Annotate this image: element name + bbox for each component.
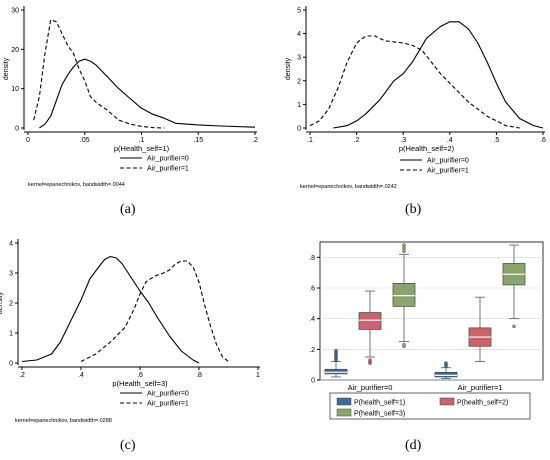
x-tick-label: .1 [307,137,313,144]
box-p-health-self-1--0 [324,368,348,375]
panel-a: 0 10 20 30 0 .05 .1 .15 .2 p(Health_self=1) densit… [0,0,275,230]
legend-label: Air_purifier=1 [147,401,189,408]
panel-b: 0 1 2 3 4 5 .1 .2 .3 .4 .5 .6 p(Health_self=2) densit… [275,0,550,230]
category-label: Air_purifier=0 [348,383,393,392]
x-tick-label: .8 [196,372,202,379]
legend-label: Air_purifier=0 [147,391,189,398]
kernel-note: kernel=epanechnikov, bandwidth=.0288 [15,418,112,424]
x-axis-title: p(Health_self=2) [399,144,455,153]
legend-label: Air_purifier=0 [147,156,189,163]
density-chart-b: 0 1 2 3 4 5 .1 .2 .3 .4 .5 .6 p(Health_self=2) densit… [285,6,546,190]
series-line-air-purifier-0 [39,58,256,129]
kernel-note: kernel=epanechnikov, bandwidth=.0242 [300,184,397,190]
y-tick-label: 0 [15,126,19,133]
series-line-air-purifier-0 [21,255,200,364]
y-tick-label: 10 [11,86,19,93]
outlier-point [512,324,516,329]
legend-label: P(health_self=2) [457,400,508,407]
caption-d: (d) [405,438,422,453]
x-tick-label: .2 [252,137,258,144]
y-tick-label: 4 [297,31,301,38]
x-tick-label: .15 [193,137,203,144]
outlier-point [368,358,372,362]
outlier-point [402,249,406,253]
y-tick-label: 0 [311,378,315,385]
outlier-point [402,243,406,247]
x-tick-label: .6 [137,372,143,379]
legend-label: Air_purifier=1 [147,166,189,173]
y-tick-label: 2 [297,78,301,85]
caption-c: (c) [120,438,136,453]
density-chart-a: 0 10 20 30 0 .05 .1 .15 .2 p(Health_self=1) densit… [3,6,258,188]
y-tick-label: 3 [297,55,301,62]
density-chart-c: 0 1 2 3 4 .2 .4 .6 .8 1 p(Health_self=3) density Air… [0,239,260,424]
box-p-health-self-1--1 [434,371,458,378]
x-tick-label: .1 [139,137,145,144]
x-tick-label: 1 [256,372,260,379]
legend-swatch [336,408,352,417]
y-axis-title: density [0,291,4,314]
y-tick-label: .2 [309,347,315,354]
kernel-note: kernel=epanechnikov, bandwidth=.0044 [28,182,125,188]
x-tick-label: .4 [447,137,453,144]
caption-b: (b) [405,202,422,217]
y-tick-label: .4 [309,316,315,323]
y-tick-label: .8 [309,255,315,262]
series-line-air-purifier-0 [333,21,544,129]
x-tick-label: .2 [19,372,25,379]
x-axis-title: p(Health_self=1) [114,144,170,153]
category-label: Air_purifier=1 [458,383,503,392]
legend-swatch [439,397,455,406]
y-tick-label: 1 [9,331,13,338]
y-tick-label: 2 [9,301,13,308]
panel-d: 0 .2 .4 .6 .8 Air_purifier=0 Air_purifier=1 P(h… [275,230,550,460]
y-tick-label: 30 [11,8,19,15]
caption-a: (a) [120,202,136,217]
outlier-point [402,342,406,347]
series-line-air-purifier-1 [33,19,165,129]
y-tick-label: 5 [297,8,301,15]
y-tick-label: 0 [297,126,301,133]
x-tick-label: .6 [540,137,546,144]
box-p-health-self-3--0 [392,283,416,307]
x-tick-label: .05 [80,137,90,144]
y-tick-label: 1 [297,102,301,109]
legend-label: P(health_self=3) [354,411,405,418]
y-tick-label: 0 [9,361,13,368]
y-tick-label: 20 [11,47,19,54]
legend-label: Air_purifier=0 [427,158,469,165]
x-tick-label: .5 [493,137,499,144]
series-line-air-purifier-1 [80,260,229,362]
legend-label: Air_purifier=1 [427,168,469,175]
plot-frame [319,241,544,381]
x-tick-label: .2 [354,137,360,144]
box-p-health-self-2--0 [358,312,382,330]
legend-box [329,392,531,420]
y-tick-label: 3 [9,271,13,278]
box-chart-d: 0 .2 .4 .6 .8 Air_purifier=0 Air_purifier=1 P(h… [309,241,544,420]
y-axis-title: density [3,57,10,80]
outlier-point [402,246,406,250]
x-tick-label: .4 [78,372,84,379]
y-tick-label: .6 [309,286,315,293]
outlier-point [444,361,448,365]
y-tick-label: 4 [9,241,13,248]
x-tick-label: .3 [400,137,406,144]
x-axis-title: p(Health_self=3) [112,379,168,388]
outlier-point [334,349,338,353]
legend-swatch [336,397,352,406]
x-tick-label: 0 [26,137,30,144]
y-axis-title: density [285,57,292,80]
panel-c: 0 1 2 3 4 .2 .4 .6 .8 1 p(Health_self=3) density Air… [0,230,275,460]
legend-label: P(health_self=1) [354,400,405,407]
series-line-air-purifier-1 [309,35,520,129]
